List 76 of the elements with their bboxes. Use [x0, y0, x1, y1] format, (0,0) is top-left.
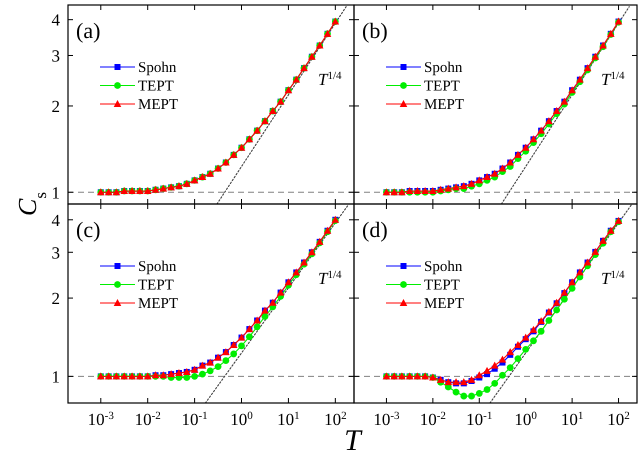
y-tick-label: 4: [52, 210, 60, 230]
point: [262, 313, 268, 320]
x-tick-label: 10$^{-1}$: [182, 410, 208, 429]
point: [214, 363, 222, 370]
x-tick-label: 10$^{-2}$: [134, 410, 161, 429]
annotation: T$^{1/4}$: [318, 70, 342, 89]
point: [530, 326, 538, 333]
annotation: T$^{1/4}$: [601, 70, 626, 89]
annotation: (b): [362, 18, 388, 43]
x-tick-label: 10$^{0}$: [514, 410, 538, 429]
point: [506, 348, 514, 356]
y-tick-label: 1: [52, 367, 60, 386]
point: [545, 317, 552, 324]
x-tick-label: 10$^{-1}$: [466, 410, 492, 429]
legend-label: Spohn: [424, 60, 463, 76]
point: [568, 284, 576, 292]
point: [530, 337, 537, 344]
point: [491, 380, 498, 387]
x-tick-label: 10$^{-3}$: [88, 410, 114, 429]
point: [246, 333, 253, 340]
point: [460, 392, 468, 400]
point: [538, 328, 545, 335]
legend-label: MEPT: [424, 97, 464, 113]
point: [191, 372, 198, 380]
point: [452, 388, 460, 396]
legend-label: MEPT: [138, 97, 178, 113]
y-tick-label: 3: [52, 46, 60, 66]
legend-label: MEPT: [424, 296, 464, 312]
annotation: T$^{1/4}$: [601, 269, 626, 288]
point: [475, 371, 484, 378]
y-tick-label: 2: [52, 289, 60, 308]
x-tick-label: 10$^{1}$: [560, 410, 584, 429]
annotation: T$^{1/4}$: [318, 269, 342, 288]
annotation: (d): [362, 217, 388, 242]
y-tick-label: 1: [52, 183, 60, 202]
legend-label: MEPT: [138, 296, 178, 312]
legend-label: TEPT: [424, 78, 460, 94]
point: [222, 357, 230, 364]
legend-label: TEPT: [138, 278, 174, 294]
point: [238, 342, 245, 350]
y-tick-label: 4: [52, 10, 60, 30]
point: [506, 364, 514, 372]
legend-label: Spohn: [424, 259, 463, 275]
point: [490, 362, 499, 369]
point: [254, 323, 261, 330]
legend-label: TEPT: [138, 78, 174, 94]
point: [468, 392, 475, 400]
point: [553, 306, 560, 314]
point: [476, 390, 483, 397]
point: [206, 367, 214, 374]
x-tick-label: 10$^{1}$: [277, 410, 300, 429]
annotation: (c): [76, 217, 100, 242]
point: [514, 341, 522, 348]
legend-label: TEPT: [424, 278, 460, 294]
annotation: (a): [76, 18, 100, 43]
point: [499, 372, 506, 379]
point: [522, 334, 530, 341]
point: [484, 386, 490, 393]
x-tick-label: 10$^{-2}$: [420, 410, 446, 429]
point: [560, 296, 568, 303]
point: [183, 374, 190, 381]
point: [483, 366, 491, 374]
point: [522, 346, 530, 353]
legend-label: Spohn: [138, 60, 177, 76]
point: [514, 355, 522, 362]
x-axis-title: T: [344, 424, 364, 457]
x-tick-label: 10$^{0}$: [230, 410, 254, 429]
point: [498, 356, 506, 363]
legend-label: Spohn: [138, 259, 177, 275]
x-tick-label: 10$^{2}$: [324, 410, 347, 429]
y-tick-label: 3: [52, 243, 60, 262]
point: [199, 370, 206, 378]
y-tick-label: 2: [52, 96, 60, 116]
x-tick-label: 10$^{-3}$: [373, 410, 400, 429]
x-tick-label: 10$^{2}$: [607, 410, 630, 429]
point: [230, 350, 238, 358]
